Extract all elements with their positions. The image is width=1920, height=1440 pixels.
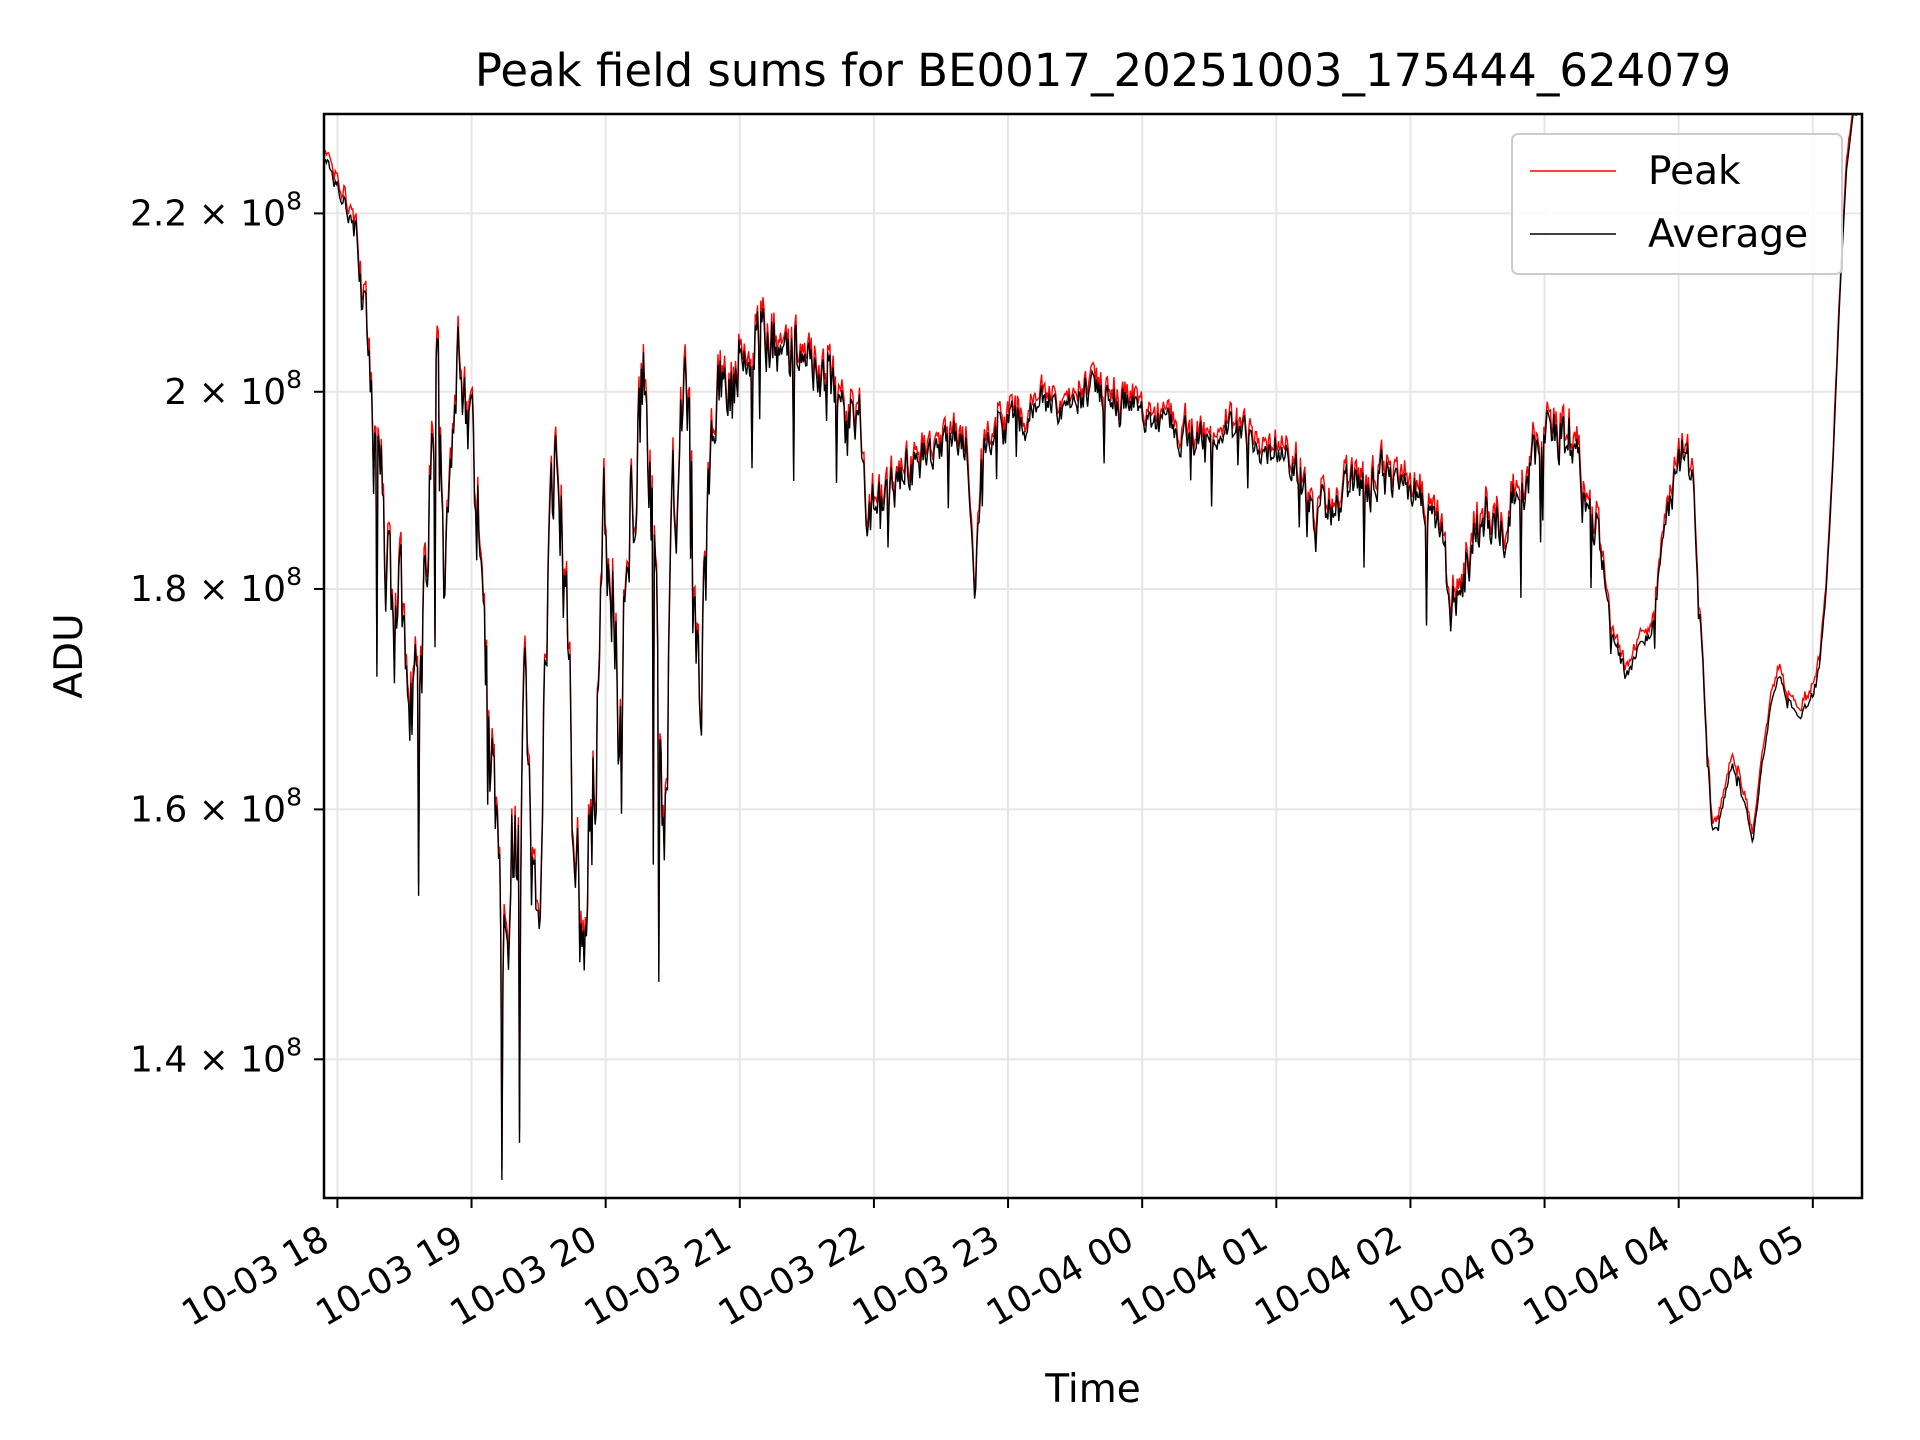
y-tick-label: 1.4 × 108: [130, 1032, 302, 1080]
x-tick-label: 10-04 04: [1517, 1218, 1678, 1334]
x-tick-label: 10-03 18: [175, 1218, 336, 1334]
x-tick-label: 10-03 19: [309, 1218, 470, 1334]
x-tick-label: 10-03 20: [443, 1218, 604, 1334]
x-tick-label: 10-04 01: [1114, 1218, 1275, 1334]
series-layer: [324, 114, 1860, 1180]
legend-box: [1511, 133, 1843, 275]
series-line-peak: [324, 114, 1854, 1170]
chart-title: Peak field sums for BE0017_20251003_1754…: [475, 44, 1731, 97]
y-tick-label: 2 × 108: [164, 365, 302, 413]
series-line-average: [324, 114, 1860, 1180]
x-tick-label: 10-04 02: [1248, 1218, 1409, 1334]
grid-layer: [324, 114, 1862, 1198]
x-tick-label: 10-03 23: [846, 1218, 1007, 1334]
x-tick-label: 10-04 05: [1651, 1218, 1812, 1334]
legend: Peak Average: [1511, 133, 1843, 275]
y-tick-label: 1.6 × 108: [130, 782, 302, 830]
y-axis-title: ADU: [47, 613, 92, 698]
x-tick-label: 10-04 00: [980, 1218, 1141, 1334]
x-tick-label: 10-03 22: [712, 1218, 873, 1334]
legend-label-peak: Peak: [1648, 149, 1741, 194]
x-axis-title: Time: [1044, 1367, 1140, 1412]
x-tick-label: 10-04 03: [1382, 1218, 1543, 1334]
x-tick-label: 10-03 21: [578, 1218, 739, 1334]
plot-frame: [322, 112, 1864, 1200]
y-tick-label: 2.2 × 108: [130, 186, 302, 234]
y-tick-label: 1.8 × 108: [130, 562, 302, 610]
legend-label-average: Average: [1648, 212, 1808, 257]
